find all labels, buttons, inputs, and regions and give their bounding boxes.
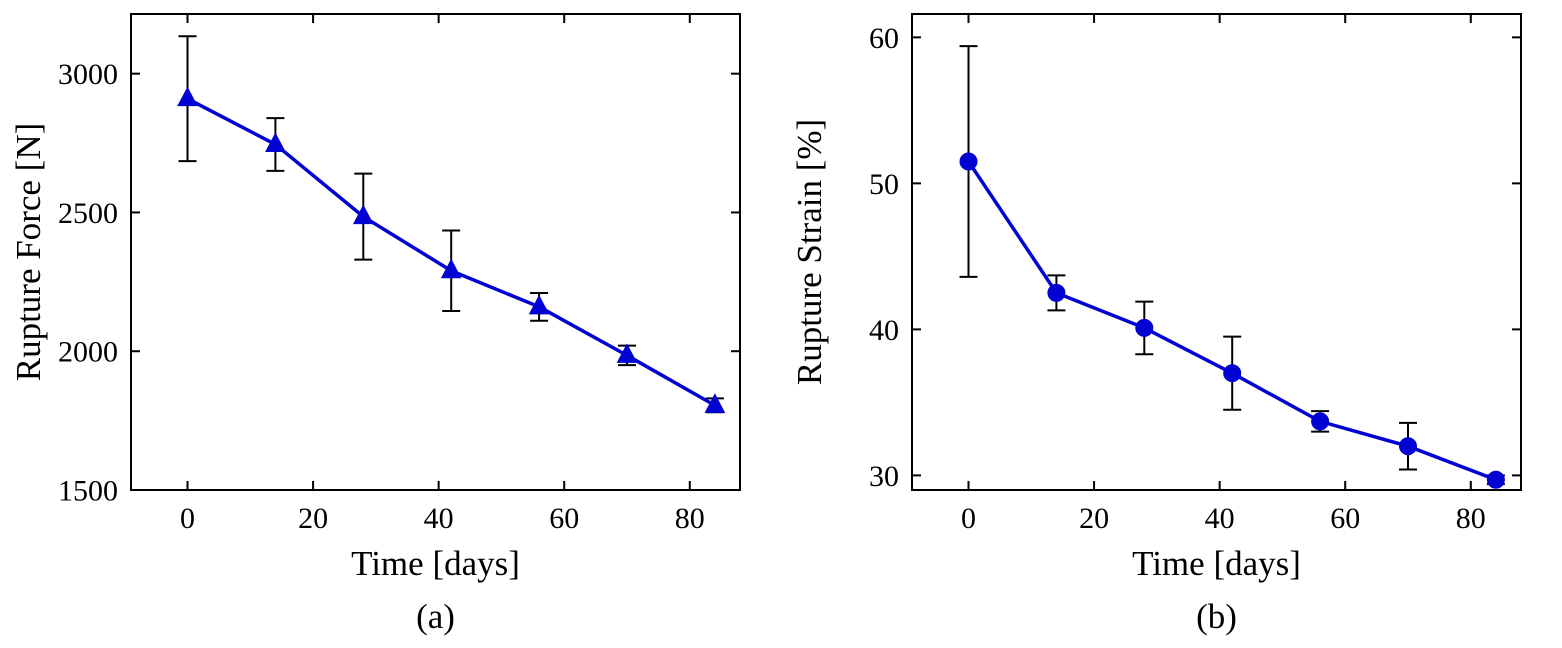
- x-tick-label: 60: [549, 502, 579, 535]
- data-point-marker: [1047, 283, 1066, 302]
- data-point-marker: [1398, 437, 1417, 456]
- panel-caption: (b): [1196, 597, 1237, 636]
- y-tick-label: 50: [869, 168, 899, 201]
- data-point-marker: [1486, 470, 1505, 489]
- data-point-marker: [1135, 318, 1154, 337]
- plot-box: [911, 13, 1522, 491]
- y-tick-label: 30: [869, 460, 899, 493]
- data-point-marker: [177, 86, 198, 107]
- data-point-marker: [1311, 412, 1330, 431]
- y-tick-label: 2000: [58, 336, 118, 369]
- data-point-marker: [1223, 364, 1242, 383]
- x-tick-label: 80: [1456, 502, 1486, 535]
- data-point-marker: [528, 294, 550, 315]
- x-tick-label: 60: [1330, 502, 1360, 535]
- x-tick-label: 80: [675, 502, 705, 535]
- y-tick-label: 2500: [58, 197, 118, 230]
- data-point-marker: [265, 132, 286, 152]
- y-tick-label: 3000: [58, 58, 118, 91]
- x-tick-label: 0: [180, 502, 195, 535]
- x-tick-label: 0: [961, 502, 976, 535]
- chart-panel-a: 0 20 40 60 80 1500 2000 2500 3000 Time [days] Rupt…: [9, 13, 741, 636]
- y-tick-label: 60: [869, 22, 899, 55]
- y-tick-label: 1500: [58, 475, 118, 508]
- x-axis-label: Time [days]: [1132, 544, 1301, 583]
- panel-caption: (a): [416, 597, 455, 636]
- y-axis-label: Rupture Force [N]: [9, 123, 48, 382]
- x-tick-label: 40: [424, 502, 454, 535]
- data-point-marker: [440, 258, 462, 279]
- chart-panel-b: 0 20 40 60 80 30 40 50 60 Time [days] Rupture Stra…: [790, 13, 1522, 636]
- data-point-marker: [352, 204, 374, 225]
- data-point-marker: [959, 152, 978, 171]
- x-tick-label: 20: [1079, 502, 1109, 535]
- x-tick-label: 40: [1205, 502, 1235, 535]
- x-axis-label: Time [days]: [351, 544, 520, 583]
- x-tick-label: 20: [298, 502, 328, 535]
- y-axis-label: Rupture Strain [%]: [790, 119, 829, 385]
- series-line: [966, 159, 1498, 482]
- data-point-marker: [704, 393, 726, 413]
- plot-box: [130, 13, 741, 491]
- y-tick-label: 40: [869, 314, 899, 347]
- data-point-marker: [616, 343, 638, 363]
